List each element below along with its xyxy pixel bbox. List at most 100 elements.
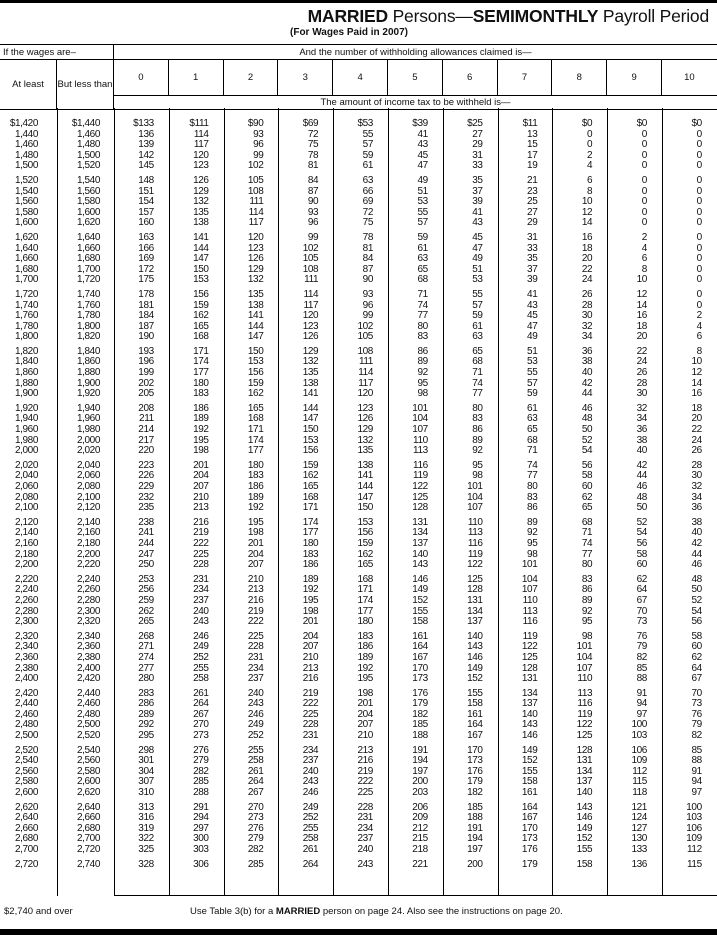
wages-but-less-than: 2,120	[76, 502, 100, 514]
tax-allowance-9: 0	[641, 149, 648, 161]
tax-allowance-4: 177	[357, 605, 373, 617]
table-row: 1,440 1,460 136 114 93 72 55 41 27 13 0 0 0	[0, 128, 717, 141]
tax-allowance-2: 183	[247, 470, 264, 482]
tax-allowance-1: 180	[193, 377, 209, 389]
tax-allowance-2: 111	[249, 196, 264, 208]
tax-allowance-0: 244	[138, 537, 154, 549]
tax-allowance-8: 28	[581, 299, 593, 311]
tax-allowance-4: 132	[357, 434, 373, 446]
tax-allowance-10: 26	[691, 445, 702, 457]
tax-allowance-6: 45	[472, 231, 483, 243]
tax-allowance-0: 259	[138, 594, 154, 606]
wages-but-less-than: 2,580	[76, 765, 100, 777]
tax-allowance-2: 177	[247, 445, 264, 457]
tax-allowance-3: 255	[302, 822, 319, 834]
tax-allowance-8: 68	[581, 516, 593, 528]
tax-allowance-7: 173	[521, 833, 538, 845]
wages-at-least: 1,960	[14, 424, 38, 436]
tax-allowance-4: 141	[357, 470, 373, 482]
tax-allowance-5: 59	[417, 231, 428, 243]
tax-allowance-7: 143	[521, 719, 538, 731]
tax-allowance-7: 29	[527, 217, 538, 229]
tax-allowance-5: 55	[417, 206, 428, 218]
tax-allowance-0: 145	[138, 160, 154, 172]
wages-at-least: 2,380	[14, 662, 38, 674]
tax-allowance-8: 89	[581, 594, 593, 606]
tax-allowance-5: 101	[412, 402, 428, 414]
tax-allowance-5: 215	[412, 833, 428, 845]
wages-at-least: 2,540	[14, 755, 38, 767]
tax-allowance-1: 276	[193, 744, 209, 756]
tax-allowance-2: 237	[247, 673, 264, 685]
tax-allowance-2: 216	[247, 594, 264, 606]
tax-allowance-3: 84	[307, 174, 319, 186]
wages-at-least: 2,400	[14, 673, 38, 685]
tax-allowance-6: 200	[467, 858, 483, 870]
tax-allowance-10: 0	[696, 274, 703, 286]
tax-allowance-4: 84	[362, 253, 374, 265]
tax-allowance-0: 241	[138, 527, 154, 539]
tax-allowance-0: 253	[138, 573, 154, 585]
tax-allowance-7: 23	[527, 185, 538, 197]
wages-but-less-than: 1,680	[76, 253, 100, 265]
tax-allowance-6: 80	[472, 402, 483, 414]
tax-allowance-0: 193	[138, 345, 154, 357]
tax-allowance-10: 22	[691, 424, 702, 436]
tax-allowance-9: 0	[641, 139, 648, 151]
tax-allowance-2: 93	[253, 128, 264, 140]
column-divider	[333, 108, 335, 896]
tax-allowance-10: 67	[691, 673, 702, 685]
table-row: 1,460 1,480 139 117 96 75 57 43 29 15 0 0 0	[0, 140, 717, 151]
table-row: 1,580 1,600 157 135 114 93 72 55 41 27 12 0 0	[0, 206, 717, 219]
wages-at-least: 1,680	[14, 263, 38, 275]
tax-allowance-3: 105	[302, 253, 319, 265]
tax-allowance-1: 174	[193, 356, 209, 368]
tax-allowance-5: 122	[412, 481, 428, 492]
tax-allowance-0: 160	[138, 217, 154, 229]
tax-allowance-6: 47	[472, 242, 483, 254]
wages-at-least: 1,800	[14, 331, 38, 343]
tax-allowance-4: 126	[357, 413, 373, 425]
tax-allowance-2: $90	[247, 118, 264, 129]
wages-but-less-than: 1,980	[76, 424, 100, 436]
tax-allowance-0: 154	[138, 196, 154, 208]
tax-allowance-1: 162	[193, 310, 209, 322]
tax-allowance-5: 71	[417, 288, 428, 300]
tax-allowance-3: 225	[302, 708, 319, 720]
tax-allowance-0: 190	[138, 331, 154, 343]
tax-allowance-4: 228	[357, 801, 373, 813]
table-row: 1,500 1,520 145 123 102 81 61 47 33 19 4 0 0	[0, 161, 717, 172]
wages-at-least: 2,700	[14, 844, 38, 855]
tax-allowance-10: 6	[696, 331, 703, 343]
tax-allowance-3: 207	[302, 641, 319, 653]
tax-allowance-0: 136	[138, 128, 154, 140]
tax-allowance-3: 249	[302, 801, 319, 813]
wages-at-least: 1,900	[14, 388, 38, 400]
column-divider	[388, 108, 389, 896]
tax-allowance-4: 75	[362, 217, 374, 229]
wages-at-least: 2,300	[14, 616, 38, 628]
wages-but-less-than: 1,780	[76, 310, 100, 322]
tax-allowance-9: 100	[631, 719, 647, 731]
tax-allowance-6: 65	[472, 345, 483, 357]
tax-allowance-6: $25	[467, 118, 483, 129]
table-row: 1,700 1,720 175 153 132 111 90 68 53 39 24 10 0	[0, 275, 717, 286]
tax-allowance-1: 186	[193, 402, 209, 414]
tax-allowance-6: 173	[467, 755, 483, 767]
wages-at-least: 2,520	[14, 744, 38, 756]
wages-but-less-than: 1,600	[76, 206, 100, 218]
wages-but-less-than: 2,040	[76, 459, 100, 471]
tax-allowance-6: 194	[467, 833, 483, 845]
tax-allowance-2: 159	[247, 377, 264, 389]
tax-allowance-6: 185	[467, 801, 483, 813]
table-row: 2,440 2,460 286 264 243 222 201 179 158 137 116 94 7…	[0, 699, 717, 710]
tax-allowance-2: 276	[247, 822, 264, 834]
wages-but-less-than: 1,660	[76, 242, 100, 254]
tax-allowance-9: 103	[631, 730, 647, 742]
tax-allowance-10: 0	[696, 206, 703, 218]
tax-allowance-9: 124	[631, 812, 647, 824]
table-row: 2,460 2,480 289 267 246 225 204 182 161 140 119 97 7…	[0, 708, 717, 721]
tax-allowance-6: 49	[472, 253, 483, 265]
tax-allowance-4: 147	[357, 491, 373, 503]
tax-allowance-1: 231	[193, 573, 209, 585]
